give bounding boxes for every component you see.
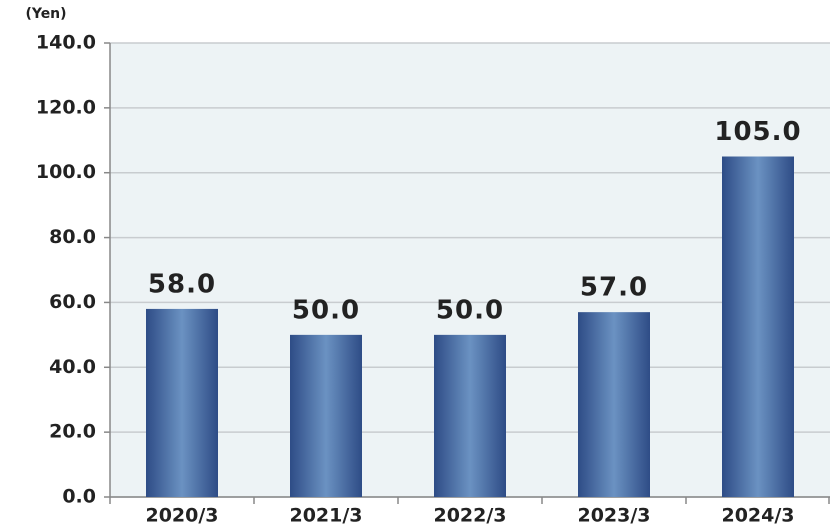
y-tick-label: 100.0 xyxy=(36,161,96,183)
y-tick-label: 0.0 xyxy=(62,486,96,508)
y-tick-label: 140.0 xyxy=(36,32,96,54)
y-tick-label: 80.0 xyxy=(49,226,96,248)
y-tick-label: 120.0 xyxy=(36,96,96,118)
value-label: 105.0 xyxy=(714,117,801,147)
y-tick-label: 60.0 xyxy=(49,291,96,313)
x-tick-label: 2021/3 xyxy=(289,505,362,527)
value-label: 50.0 xyxy=(436,295,504,325)
x-tick-label: 2023/3 xyxy=(577,505,650,527)
y-tick-label: 20.0 xyxy=(49,421,96,443)
y-axis-label: (Yen) xyxy=(25,6,66,22)
value-label: 50.0 xyxy=(292,295,360,325)
bar xyxy=(578,312,650,497)
value-label: 57.0 xyxy=(580,273,648,303)
x-tick-label: 2020/3 xyxy=(145,505,218,527)
value-label: 58.0 xyxy=(148,269,216,299)
y-tick-label: 40.0 xyxy=(49,356,96,378)
x-tick-label: 2024/3 xyxy=(721,505,794,527)
bar xyxy=(434,334,506,497)
bar xyxy=(146,308,218,497)
bar xyxy=(722,156,794,497)
x-tick-label: 2022/3 xyxy=(433,505,506,527)
bar xyxy=(290,334,362,497)
